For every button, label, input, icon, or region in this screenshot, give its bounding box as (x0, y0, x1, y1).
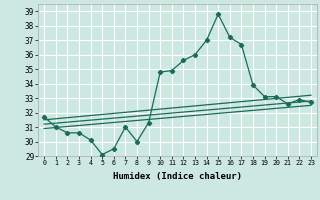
X-axis label: Humidex (Indice chaleur): Humidex (Indice chaleur) (113, 172, 242, 181)
